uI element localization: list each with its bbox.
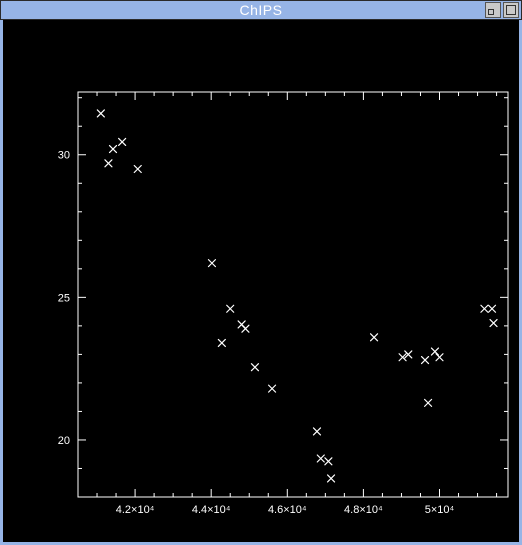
titlebar[interactable]: ChIPS [0,0,522,20]
scatter-plot: 4.2×10⁴ 4.4×10⁴ 4.6×10⁴ 4.8×10⁴ 5×10⁴ 20 25 30 [3,20,519,542]
svg-text:5×10⁴: 5×10⁴ [425,504,455,516]
svg-text:4.4×10⁴: 4.4×10⁴ [192,504,231,516]
maximize-button[interactable] [503,2,519,18]
svg-text:30: 30 [58,150,70,162]
svg-text:4.8×10⁴: 4.8×10⁴ [344,504,383,516]
svg-text:25: 25 [58,292,70,304]
svg-text:4.2×10⁴: 4.2×10⁴ [116,504,155,516]
app-window: ChIPS 4.2×10⁴ 4.4×10⁴ 4.6×10⁴ 4.8×10⁴ 5×10⁴ 2… [0,0,522,545]
client-area: 4.2×10⁴ 4.4×10⁴ 4.6×10⁴ 4.8×10⁴ 5×10⁴ 20 25 30 [0,20,522,545]
svg-text:20: 20 [58,435,70,447]
minimize-button[interactable] [485,2,501,18]
svg-text:4.6×10⁴: 4.6×10⁴ [268,504,307,516]
window-buttons [485,2,519,18]
window-title: ChIPS [1,2,521,18]
